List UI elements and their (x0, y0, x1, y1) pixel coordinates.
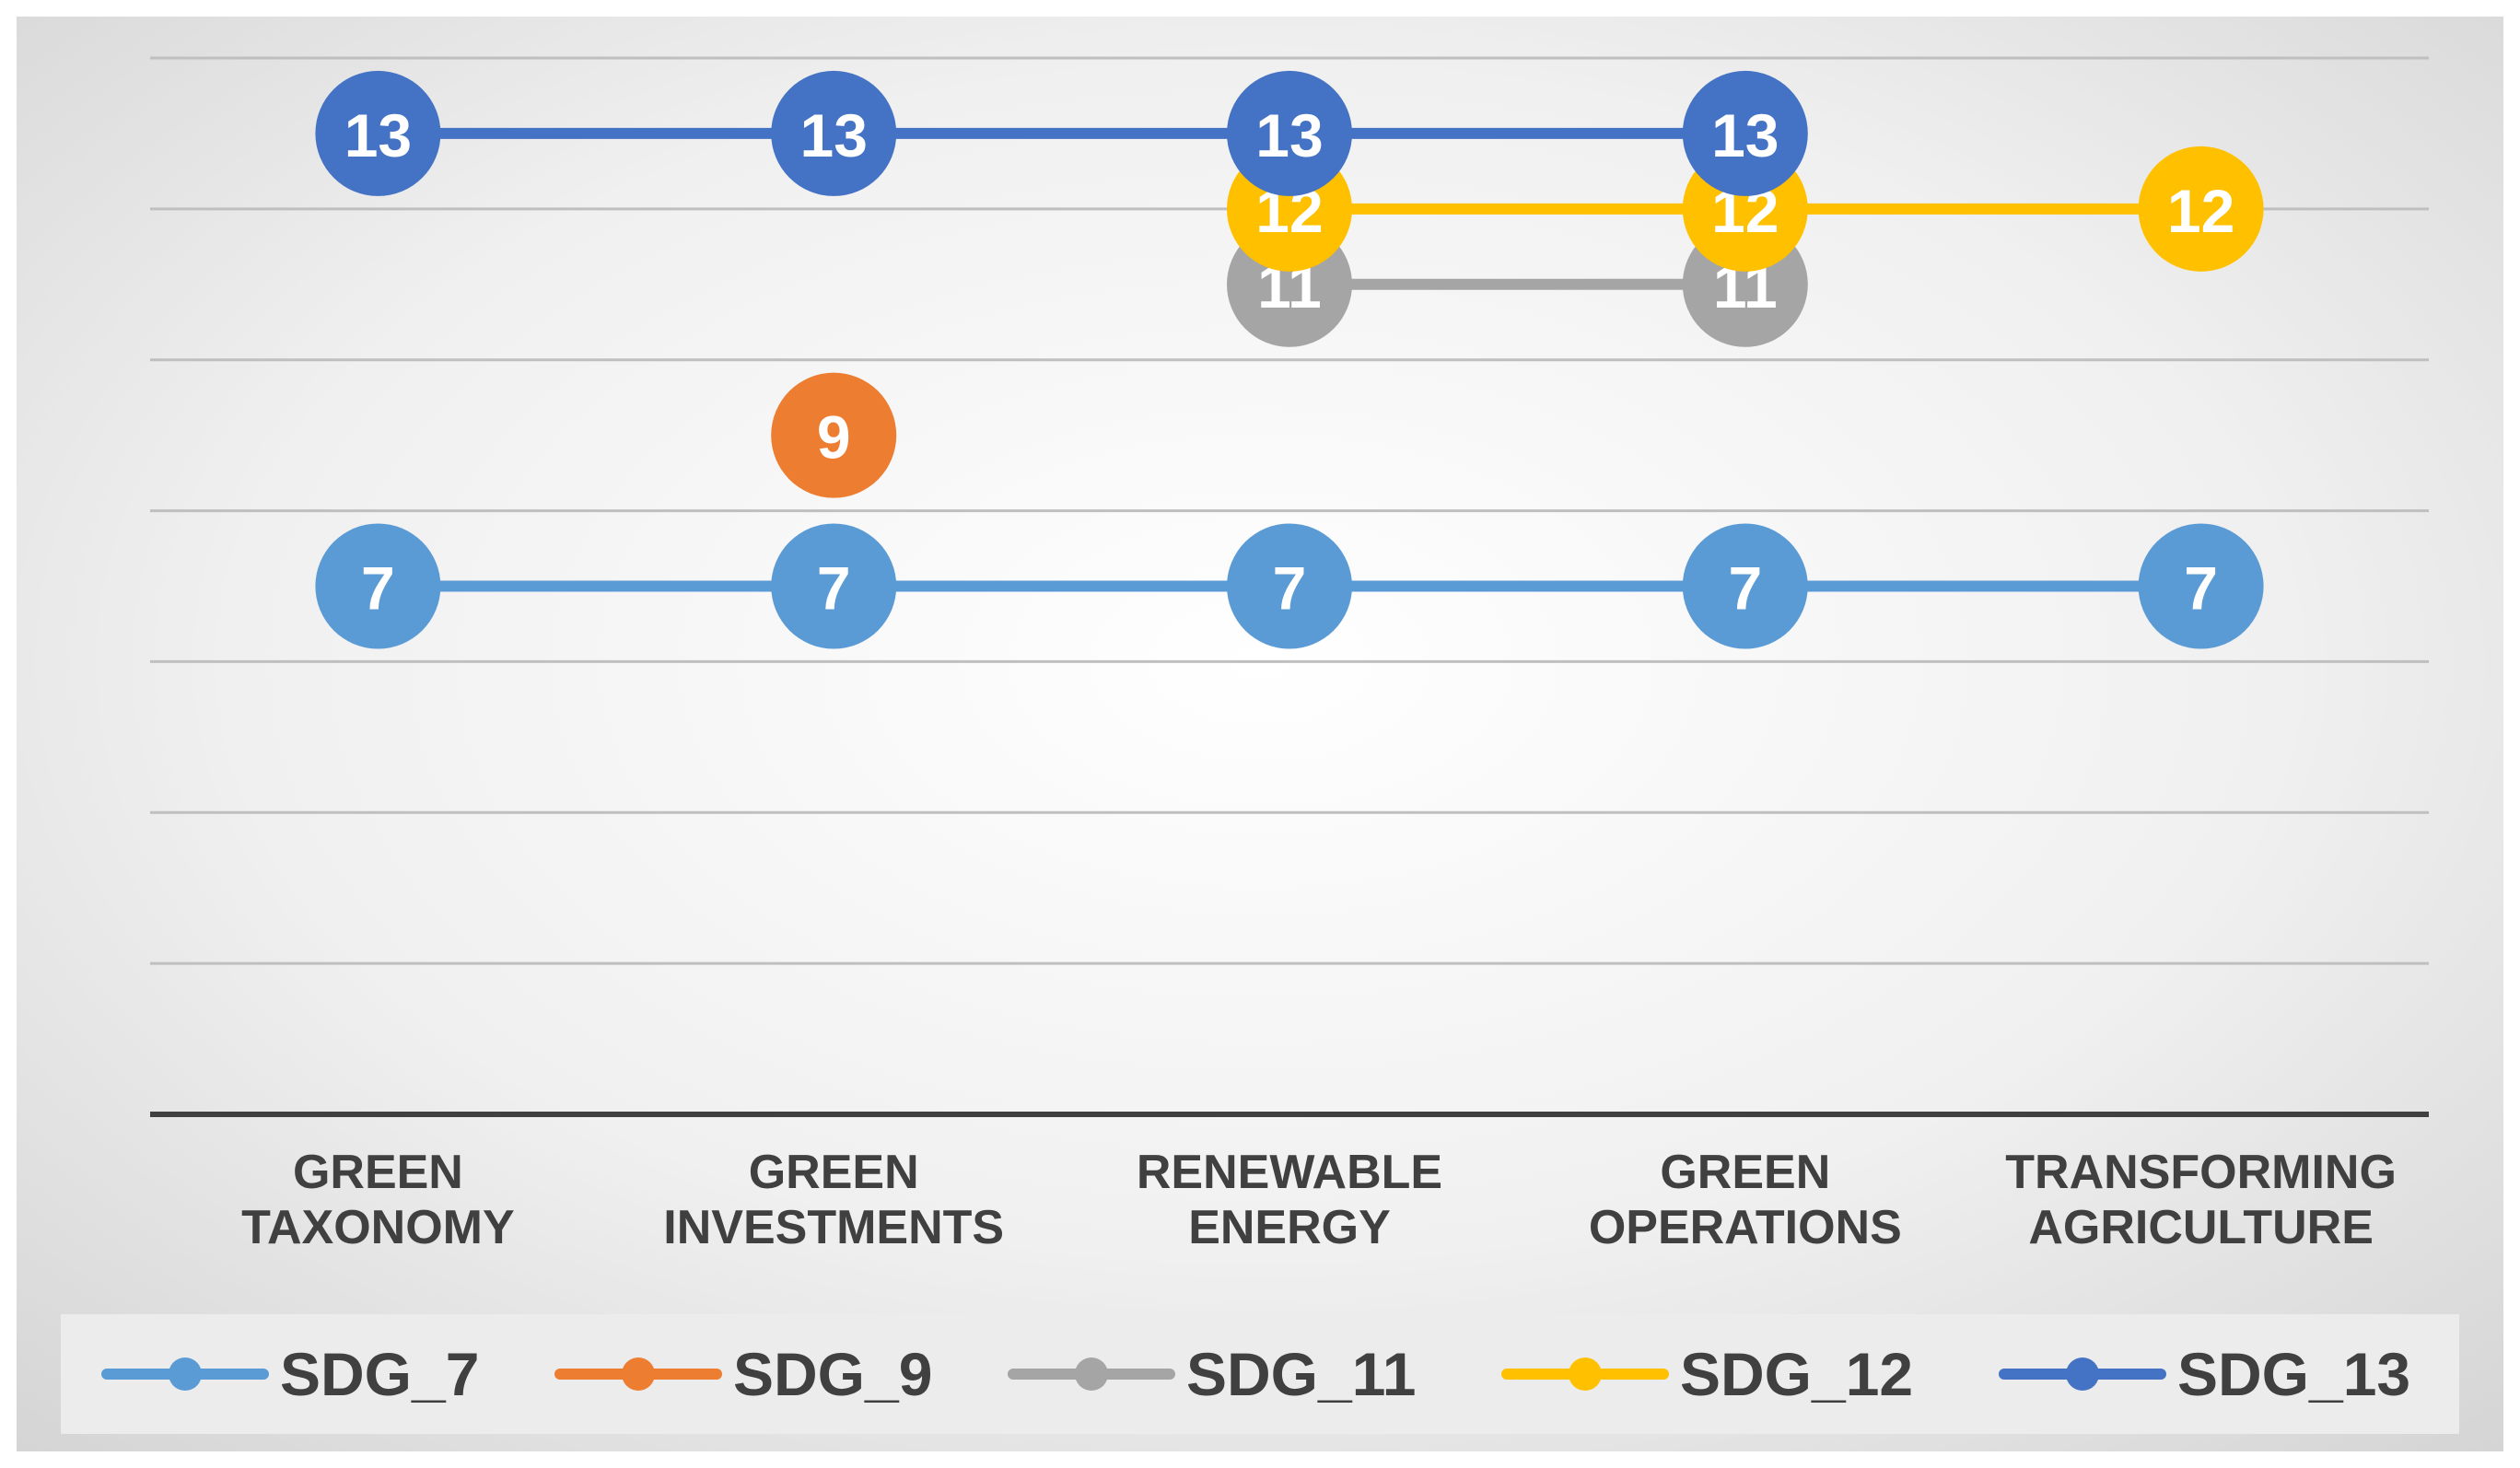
legend-item: SDG_12 (1501, 1340, 1913, 1408)
legend-item: SDG_11 (1008, 1340, 1417, 1408)
data-point (1227, 523, 1352, 649)
data-label: 13 (1255, 101, 1323, 169)
data-point (1682, 523, 1808, 649)
series-sdg-7: 7 7 7 7 7 (315, 523, 2264, 649)
data-point (1682, 70, 1808, 196)
legend-item: SDG_9 (554, 1340, 932, 1408)
x-tick-label: INVESTMENTS (663, 1201, 1004, 1254)
data-point (315, 70, 441, 196)
x-tick-label: RENEWABLE (1137, 1146, 1442, 1199)
x-tick-label: TAXONOMY (241, 1201, 515, 1254)
x-tick-label: GREEN (749, 1146, 919, 1199)
x-tick-label: OPERATIONS (1589, 1201, 1902, 1254)
data-point (315, 523, 441, 649)
data-point (771, 372, 897, 498)
data-point (1227, 70, 1352, 196)
data-label: 13 (1711, 101, 1779, 169)
legend: SDG_7 SDG_9 SDG_11 SDG_12 SDG_13 (61, 1314, 2459, 1434)
legend-swatch-marker (1569, 1357, 1602, 1391)
data-label: 7 (1728, 554, 1762, 623)
series-sdg-13: 13 13 13 13 (315, 70, 1808, 196)
data-point (2138, 146, 2264, 272)
data-label: 7 (817, 554, 851, 623)
x-tick-label: TRANSFORMING (2005, 1146, 2397, 1199)
legend-label: SDG_12 (1680, 1340, 1913, 1408)
data-label: 7 (361, 554, 395, 623)
legend-item: SDG_7 (101, 1340, 479, 1408)
data-label: 12 (2167, 177, 2234, 245)
x-tick-label: AGRICULTURE (2028, 1201, 2374, 1254)
data-point (771, 70, 897, 196)
x-tick-label: GREEN (293, 1146, 463, 1199)
data-point (771, 523, 897, 649)
legend-swatch-marker (2066, 1357, 2099, 1391)
legend-swatch-marker (622, 1357, 655, 1391)
data-label: 13 (344, 101, 412, 169)
legend-label: SDG_11 (1186, 1340, 1417, 1408)
data-point (2138, 523, 2264, 649)
x-tick-label: ENERGY (1188, 1201, 1391, 1254)
legend-label: SDG_7 (280, 1340, 479, 1408)
legend-item: SDG_13 (1999, 1340, 2410, 1408)
data-label: 7 (2184, 554, 2218, 623)
x-tick-label: GREEN (1660, 1146, 1830, 1199)
legend-label: SDG_13 (2177, 1340, 2410, 1408)
legend-label: SDG_9 (733, 1340, 932, 1408)
x-axis: GREENTAXONOMYGREENINVESTMENTSRENEWABLEEN… (150, 1112, 2429, 1254)
series-sdg-9: 9 (771, 372, 897, 498)
data-label: 7 (1273, 554, 1307, 623)
data-label: 13 (799, 101, 867, 169)
data-label: 9 (817, 403, 851, 472)
legend-swatch-marker (169, 1357, 202, 1391)
legend-swatch-marker (1075, 1357, 1108, 1391)
